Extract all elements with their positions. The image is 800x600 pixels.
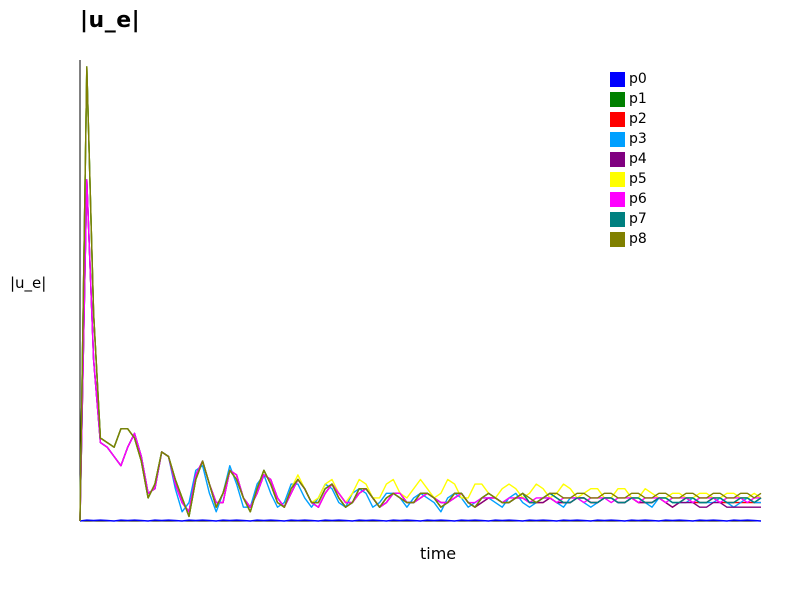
- chart-title: |u_e|: [80, 8, 141, 33]
- x-axis-label: time: [420, 544, 457, 563]
- series-line-p1: [79, 66, 762, 522]
- legend-label: p5: [629, 171, 647, 187]
- y-axis-label: |u_e|: [10, 274, 47, 292]
- series-line-p4: [79, 179, 761, 522]
- legend-item-p0: p0: [610, 69, 647, 89]
- legend-swatch: [610, 131, 625, 147]
- legend-item-p6: p6: [610, 189, 647, 209]
- series-line-p6: [79, 179, 761, 522]
- legend-label: p8: [629, 231, 647, 247]
- legend-swatch: [610, 171, 625, 187]
- legend-swatch: [610, 151, 625, 167]
- legend-label: p1: [629, 91, 647, 107]
- series-line-p3: [79, 179, 761, 522]
- legend-item-p7: p7: [610, 209, 647, 229]
- legend-label: p4: [629, 151, 647, 167]
- legend-swatch: [610, 231, 625, 247]
- legend-item-p3: p3: [610, 129, 647, 149]
- legend-swatch: [610, 71, 625, 87]
- legend-label: p2: [629, 111, 647, 127]
- series-line-p8: [79, 66, 762, 522]
- legend-item-p8: p8: [610, 229, 647, 249]
- legend-swatch: [610, 91, 625, 107]
- legend-item-p1: p1: [610, 89, 647, 109]
- legend: p0 p1 p2 p3 p4 p5 p6 p7 p8: [610, 69, 647, 249]
- legend-label: p3: [629, 131, 647, 147]
- legend-label: p7: [629, 211, 647, 227]
- legend-item-p2: p2: [610, 109, 647, 129]
- legend-swatch: [610, 191, 625, 207]
- legend-swatch: [610, 211, 625, 227]
- series-line-p2: [79, 179, 761, 522]
- legend-label: p6: [629, 191, 647, 207]
- legend-swatch: [610, 111, 625, 127]
- legend-item-p5: p5: [610, 169, 647, 189]
- legend-item-p4: p4: [610, 149, 647, 169]
- legend-label: p0: [629, 71, 647, 87]
- series-line-p5: [79, 66, 762, 522]
- series-line-p0: [79, 519, 762, 522]
- series-line-p7: [79, 66, 762, 522]
